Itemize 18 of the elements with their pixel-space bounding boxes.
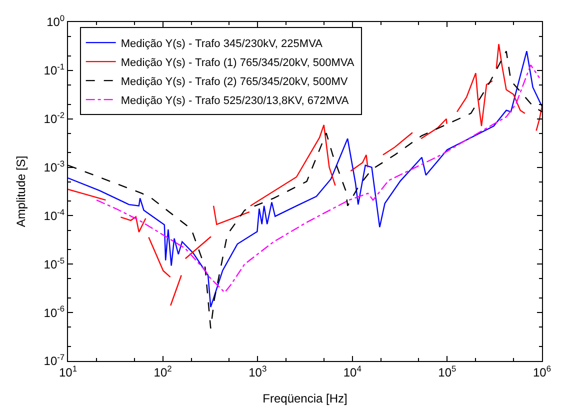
y-tick-label: 10$^{-6}$ bbox=[44, 304, 65, 320]
legend-label: Medição Y(s) - Trafo 525/230/13,8KV, 672MVA bbox=[120, 94, 350, 107]
y-tick-label: 10$^{-1}$ bbox=[44, 62, 65, 78]
y-tick-label: 10$^{-5}$ bbox=[44, 255, 65, 272]
x-axis-title: Freqüencia [Hz] bbox=[262, 391, 348, 406]
y-tick-label: 10$^{-4}$ bbox=[44, 206, 65, 223]
legend-label: Medição Y(s) - Trafo (2) 765/345/20kV, 500MV bbox=[120, 76, 348, 88]
x-tick-label: 10$^{3}$ bbox=[248, 363, 267, 380]
y-axis-title: Amplitude [S] bbox=[14, 156, 28, 228]
y-tick-label: 10$^{-3}$ bbox=[44, 158, 65, 174]
x-tick-label: 10$^{4}$ bbox=[343, 363, 362, 380]
legend-label: Medição Y(s) - Trafo 345/230kV, 225MVA bbox=[120, 38, 324, 50]
legend-label: Medição Y(s) - Trafo (1) 765/345/20kV, 500MVA bbox=[120, 56, 355, 69]
x-tick-label: 10$^{2}$ bbox=[154, 363, 172, 380]
x-tick-label: 10$^{6}$ bbox=[532, 363, 552, 380]
y-tick-label: 10$^{0}$ bbox=[46, 13, 65, 30]
x-tick-label: 10$^{5}$ bbox=[438, 363, 457, 380]
y-tick-label: 10$^{-2}$ bbox=[44, 110, 65, 126]
